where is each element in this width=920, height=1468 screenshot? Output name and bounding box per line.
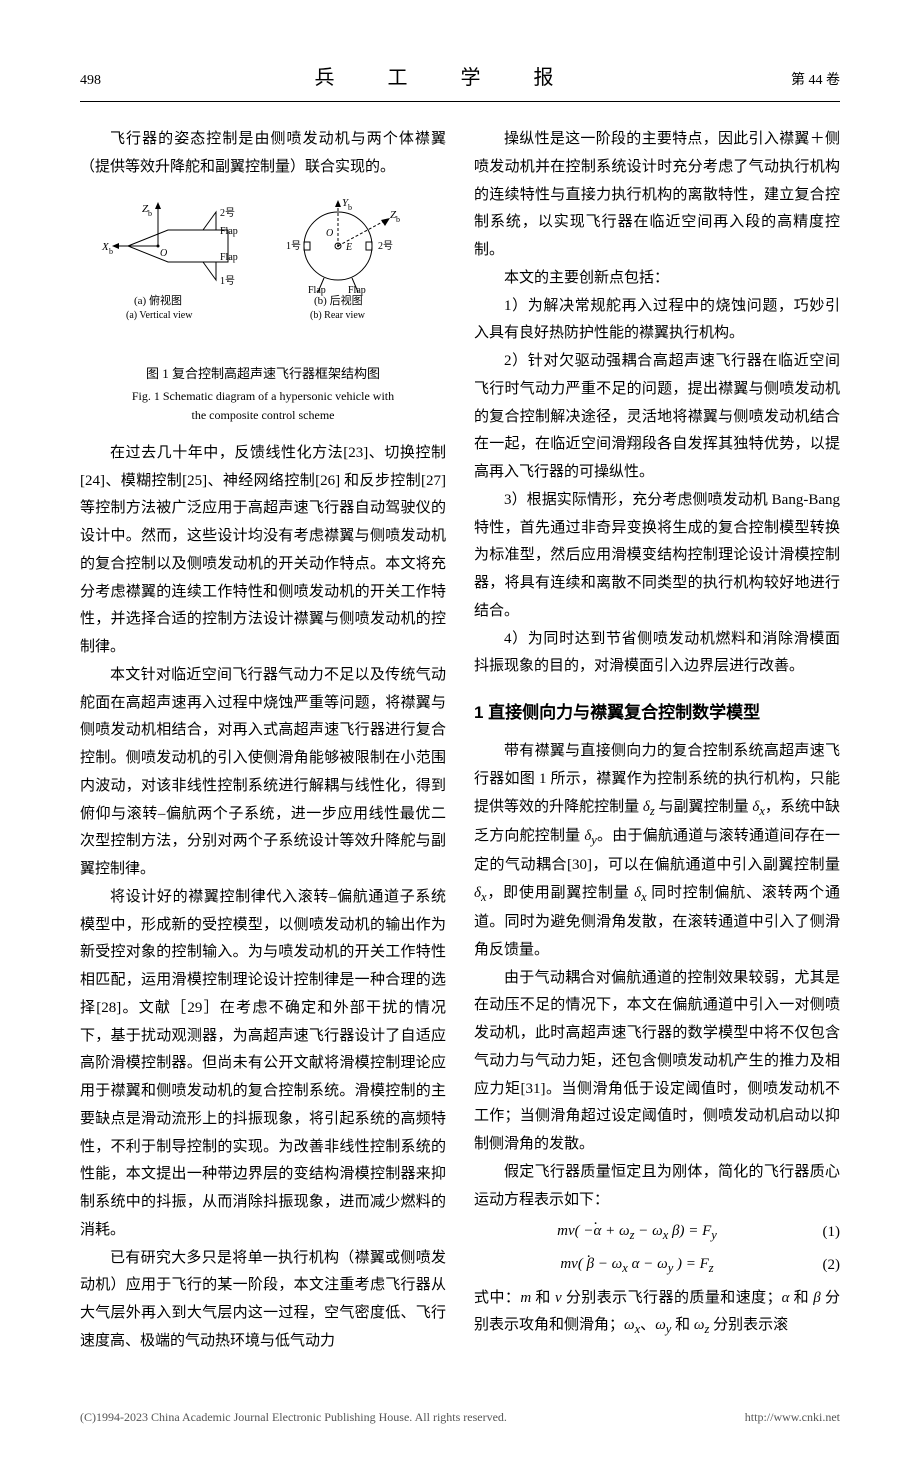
para: 3）根据实际情形，充分考虑侧喷发动机 Bang-Bang 特性，首先通过非奇异变… xyxy=(474,487,840,626)
volume-label: 第 44 卷 xyxy=(791,68,840,94)
footer-url: http://www.cnki.net xyxy=(745,1406,840,1428)
svg-text:O: O xyxy=(326,228,333,239)
para: 操纵性是这一阶段的主要特点，因此引入襟翼＋侧喷发动机并在控制系统设计时充分考虑了… xyxy=(474,126,840,265)
svg-text:(a) 俯视图: (a) 俯视图 xyxy=(134,293,182,307)
para: 由于气动耦合对偏航通道的控制效果较弱，尤其是在动压不足的情况下，本文在偏航通道中… xyxy=(474,965,840,1159)
fig1-caption-en-l2: the composite control scheme xyxy=(80,407,446,424)
para: 飞行器的姿态控制是由侧喷发动机与两个体襟翼（提供等效升降舵和副翼控制量）联合实现… xyxy=(80,126,446,182)
figure-1: Z b X b 2号 Flap Flap xyxy=(80,196,446,424)
para: 本文针对临近空间飞行器气动力不足以及传统气动舵面在高超声速再入过程中烧蚀严重等问… xyxy=(80,662,446,884)
footer-copyright: (C)1994-2023 China Academic Journal Elec… xyxy=(80,1406,507,1428)
eq-num-2: (2) xyxy=(800,1252,840,1280)
svg-text:(a) Vertical view: (a) Vertical view xyxy=(126,310,193,321)
svg-text:E: E xyxy=(345,242,352,253)
para: 1）为解决常规舵再入过程中的烧蚀问题，巧妙引入具有良好热防护性能的襟翼执行机构。 xyxy=(474,293,840,349)
para: 将设计好的襟翼控制律代入滚转–偏航通道子系统模型中，形成新的受控模型，以侧喷发动… xyxy=(80,884,446,1245)
svg-text:Flap: Flap xyxy=(220,252,238,263)
equation-2: mv( β· − ωx α − ωy ) = Fz (2) xyxy=(474,1251,840,1280)
svg-text:b: b xyxy=(348,203,352,212)
svg-text:O: O xyxy=(160,248,167,259)
journal-title: 兵 工 学 报 xyxy=(315,60,578,97)
para: 在过去几十年中，反馈线性化方法[23]、切换控制[24]、模糊控制[25]、神经… xyxy=(80,440,446,662)
two-column-body: 飞行器的姿态控制是由侧喷发动机与两个体襟翼（提供等效升降舵和副翼控制量）联合实现… xyxy=(80,126,840,1356)
right-column: 操纵性是这一阶段的主要特点，因此引入襟翼＋侧喷发动机并在控制系统设计时充分考虑了… xyxy=(474,126,840,1356)
para: 本文的主要创新点包括： xyxy=(474,265,840,293)
svg-text:1号: 1号 xyxy=(286,240,301,252)
fig1-caption-cn: 图 1 复合控制高超声速飞行器框架结构图 xyxy=(80,362,446,386)
para: 带有襟翼与直接侧向力的复合控制系统高超声速飞行器如图 1 所示，襟翼作为控制系统… xyxy=(474,738,840,964)
page-footer: (C)1994-2023 China Academic Journal Elec… xyxy=(80,1406,840,1428)
page-number: 498 xyxy=(80,68,101,94)
para: 假定飞行器质量恒定且为刚体，简化的飞行器质心运动方程表示如下： xyxy=(474,1159,840,1215)
svg-text:(b) Rear view: (b) Rear view xyxy=(310,310,366,321)
figure-1-svg: Z b X b 2号 Flap Flap xyxy=(98,196,428,346)
svg-text:b: b xyxy=(396,215,400,224)
svg-text:b: b xyxy=(109,247,113,256)
svg-text:2号: 2号 xyxy=(220,207,235,219)
svg-text:2号: 2号 xyxy=(378,240,393,252)
page-header: 498 兵 工 学 报 第 44 卷 xyxy=(80,60,840,102)
fig1-caption-en-l1: Fig. 1 Schematic diagram of a hypersonic… xyxy=(80,388,446,405)
svg-text:b: b xyxy=(148,209,152,218)
eq-num-1: (1) xyxy=(800,1219,840,1247)
left-column: 飞行器的姿态控制是由侧喷发动机与两个体襟翼（提供等效升降舵和副翼控制量）联合实现… xyxy=(80,126,446,1356)
equation-1: mv( −α· + ωz − ωx β) = Fy (1) xyxy=(474,1218,840,1247)
para: 2）针对欠驱动强耦合高超声速飞行器在临近空间飞行时气动力严重不足的问题，提出襟翼… xyxy=(474,348,840,487)
para: 4）为同时达到节省侧喷发动机燃料和消除滑模面抖振现象的目的，对滑模面引入边界层进… xyxy=(474,626,840,682)
section-1-title: 1 直接侧向力与襟翼复合控制数学模型 xyxy=(474,697,840,728)
para: 已有研究大多只是将单一执行机构（襟翼或侧喷发动机）应用于飞行的某一阶段，本文注重… xyxy=(80,1245,446,1356)
svg-text:(b) 后视图: (b) 后视图 xyxy=(314,293,363,307)
svg-text:1号: 1号 xyxy=(220,275,235,287)
svg-text:Flap: Flap xyxy=(220,226,238,237)
para: 式中：m 和 v 分别表示飞行器的质量和速度；α 和 β 分别表示攻角和侧滑角；… xyxy=(474,1285,840,1342)
